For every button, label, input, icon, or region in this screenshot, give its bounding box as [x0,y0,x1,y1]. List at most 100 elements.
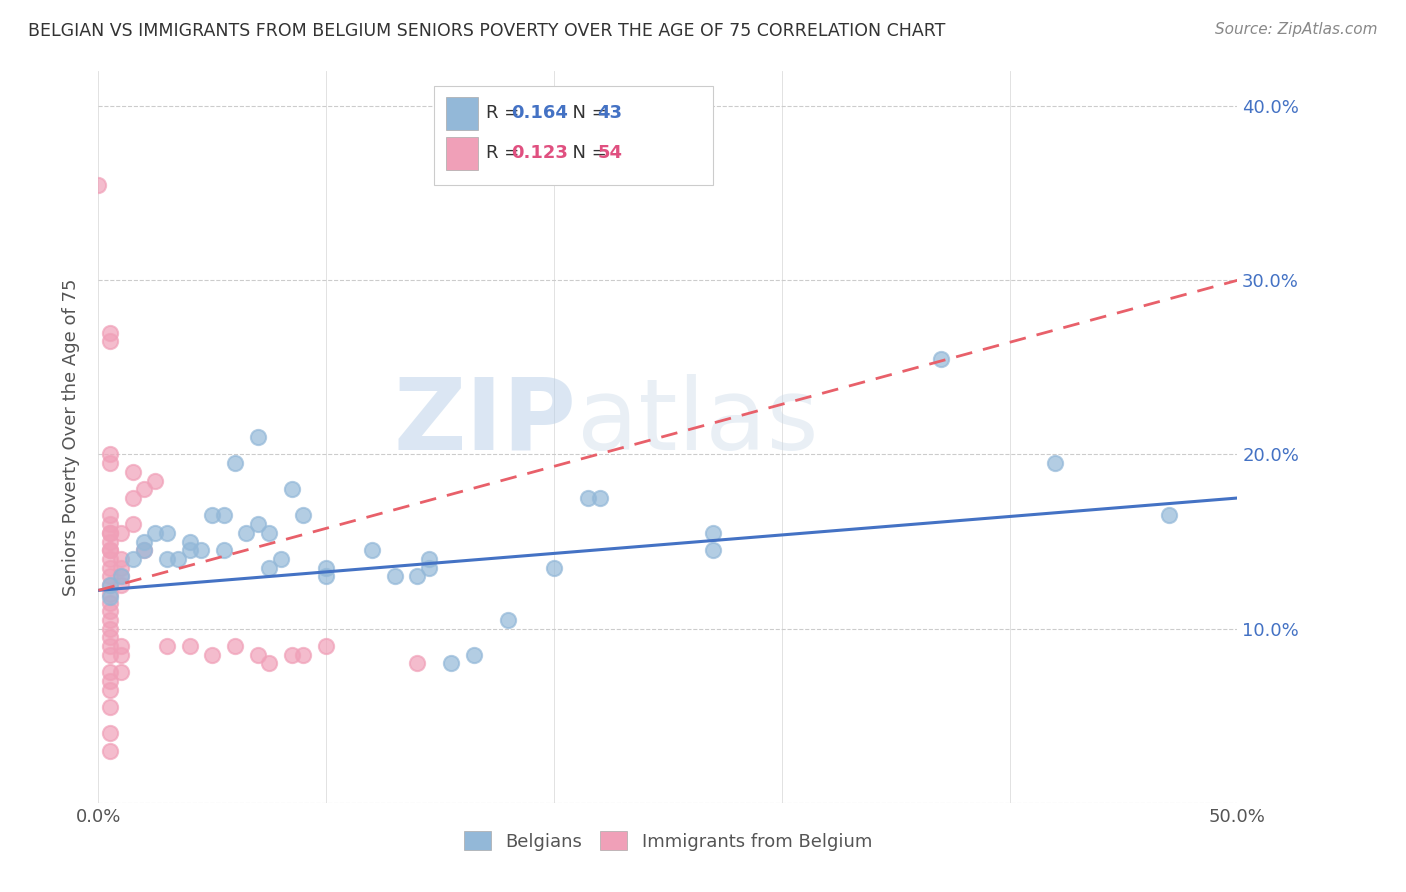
Point [406,657,429,671]
Point [98,534,121,549]
Point [110,648,132,662]
Text: R =: R = [485,145,524,162]
Point [406,569,429,583]
Point [98,334,121,349]
Point [110,665,132,680]
Point [87,178,110,192]
Point [259,525,281,540]
Point [463,648,485,662]
Point [259,560,281,574]
Point [98,700,121,714]
Point [281,483,304,497]
Point [98,552,121,566]
Point [418,552,440,566]
Point [156,525,179,540]
Point [98,578,121,592]
Point [156,552,179,566]
Point [292,648,315,662]
Point [212,508,235,523]
Point [98,525,121,540]
Point [145,474,167,488]
Text: N =: N = [561,145,612,162]
Text: 54: 54 [598,145,623,162]
Point [98,591,121,605]
Point [110,569,132,583]
Point [110,525,132,540]
Point [246,430,269,444]
Point [246,517,269,532]
Point [235,525,257,540]
Text: atlas: atlas [576,374,818,471]
Point [98,578,121,592]
Point [121,552,143,566]
Point [179,639,201,653]
Point [98,665,121,680]
Point [110,552,132,566]
Text: 0.164: 0.164 [510,104,568,122]
Point [98,517,121,532]
Point [132,534,155,549]
Text: R =: R = [485,104,524,122]
Point [98,726,121,740]
Point [201,508,224,523]
Point [121,517,143,532]
Point [132,483,155,497]
FancyBboxPatch shape [446,137,478,170]
Point [246,648,269,662]
Point [132,543,155,558]
Point [576,491,599,505]
Point [98,448,121,462]
Point [98,569,121,583]
Point [281,648,304,662]
Point [179,534,201,549]
Point [110,560,132,574]
Point [588,491,610,505]
Point [440,657,463,671]
Point [384,569,406,583]
Point [98,604,121,618]
Point [98,560,121,574]
Point [702,543,724,558]
Point [132,543,155,558]
Point [212,543,235,558]
Point [201,648,224,662]
Point [110,569,132,583]
FancyBboxPatch shape [446,97,478,130]
Point [315,569,337,583]
Point [110,639,132,653]
Point [98,525,121,540]
Point [167,552,190,566]
Point [145,525,167,540]
Point [360,543,382,558]
Text: 43: 43 [598,104,623,122]
Point [929,351,952,366]
Point [98,326,121,340]
Point [190,543,212,558]
Point [98,622,121,636]
Point [98,648,121,662]
Point [98,631,121,645]
Point [292,508,315,523]
Text: 0.123: 0.123 [510,145,568,162]
Point [121,465,143,479]
FancyBboxPatch shape [434,86,713,185]
Point [98,508,121,523]
Point [98,587,121,601]
Point [156,639,179,653]
Point [270,552,292,566]
Point [702,525,724,540]
Point [1157,508,1180,523]
Text: BELGIAN VS IMMIGRANTS FROM BELGIUM SENIORS POVERTY OVER THE AGE OF 75 CORRELATIO: BELGIAN VS IMMIGRANTS FROM BELGIUM SENIO… [28,22,945,40]
Point [315,560,337,574]
Point [98,639,121,653]
Point [224,456,246,470]
Text: Source: ZipAtlas.com: Source: ZipAtlas.com [1215,22,1378,37]
Point [179,543,201,558]
Point [315,639,337,653]
Point [1043,456,1066,470]
Point [224,639,246,653]
Point [121,491,143,505]
Point [98,682,121,697]
Point [418,560,440,574]
Point [98,595,121,609]
